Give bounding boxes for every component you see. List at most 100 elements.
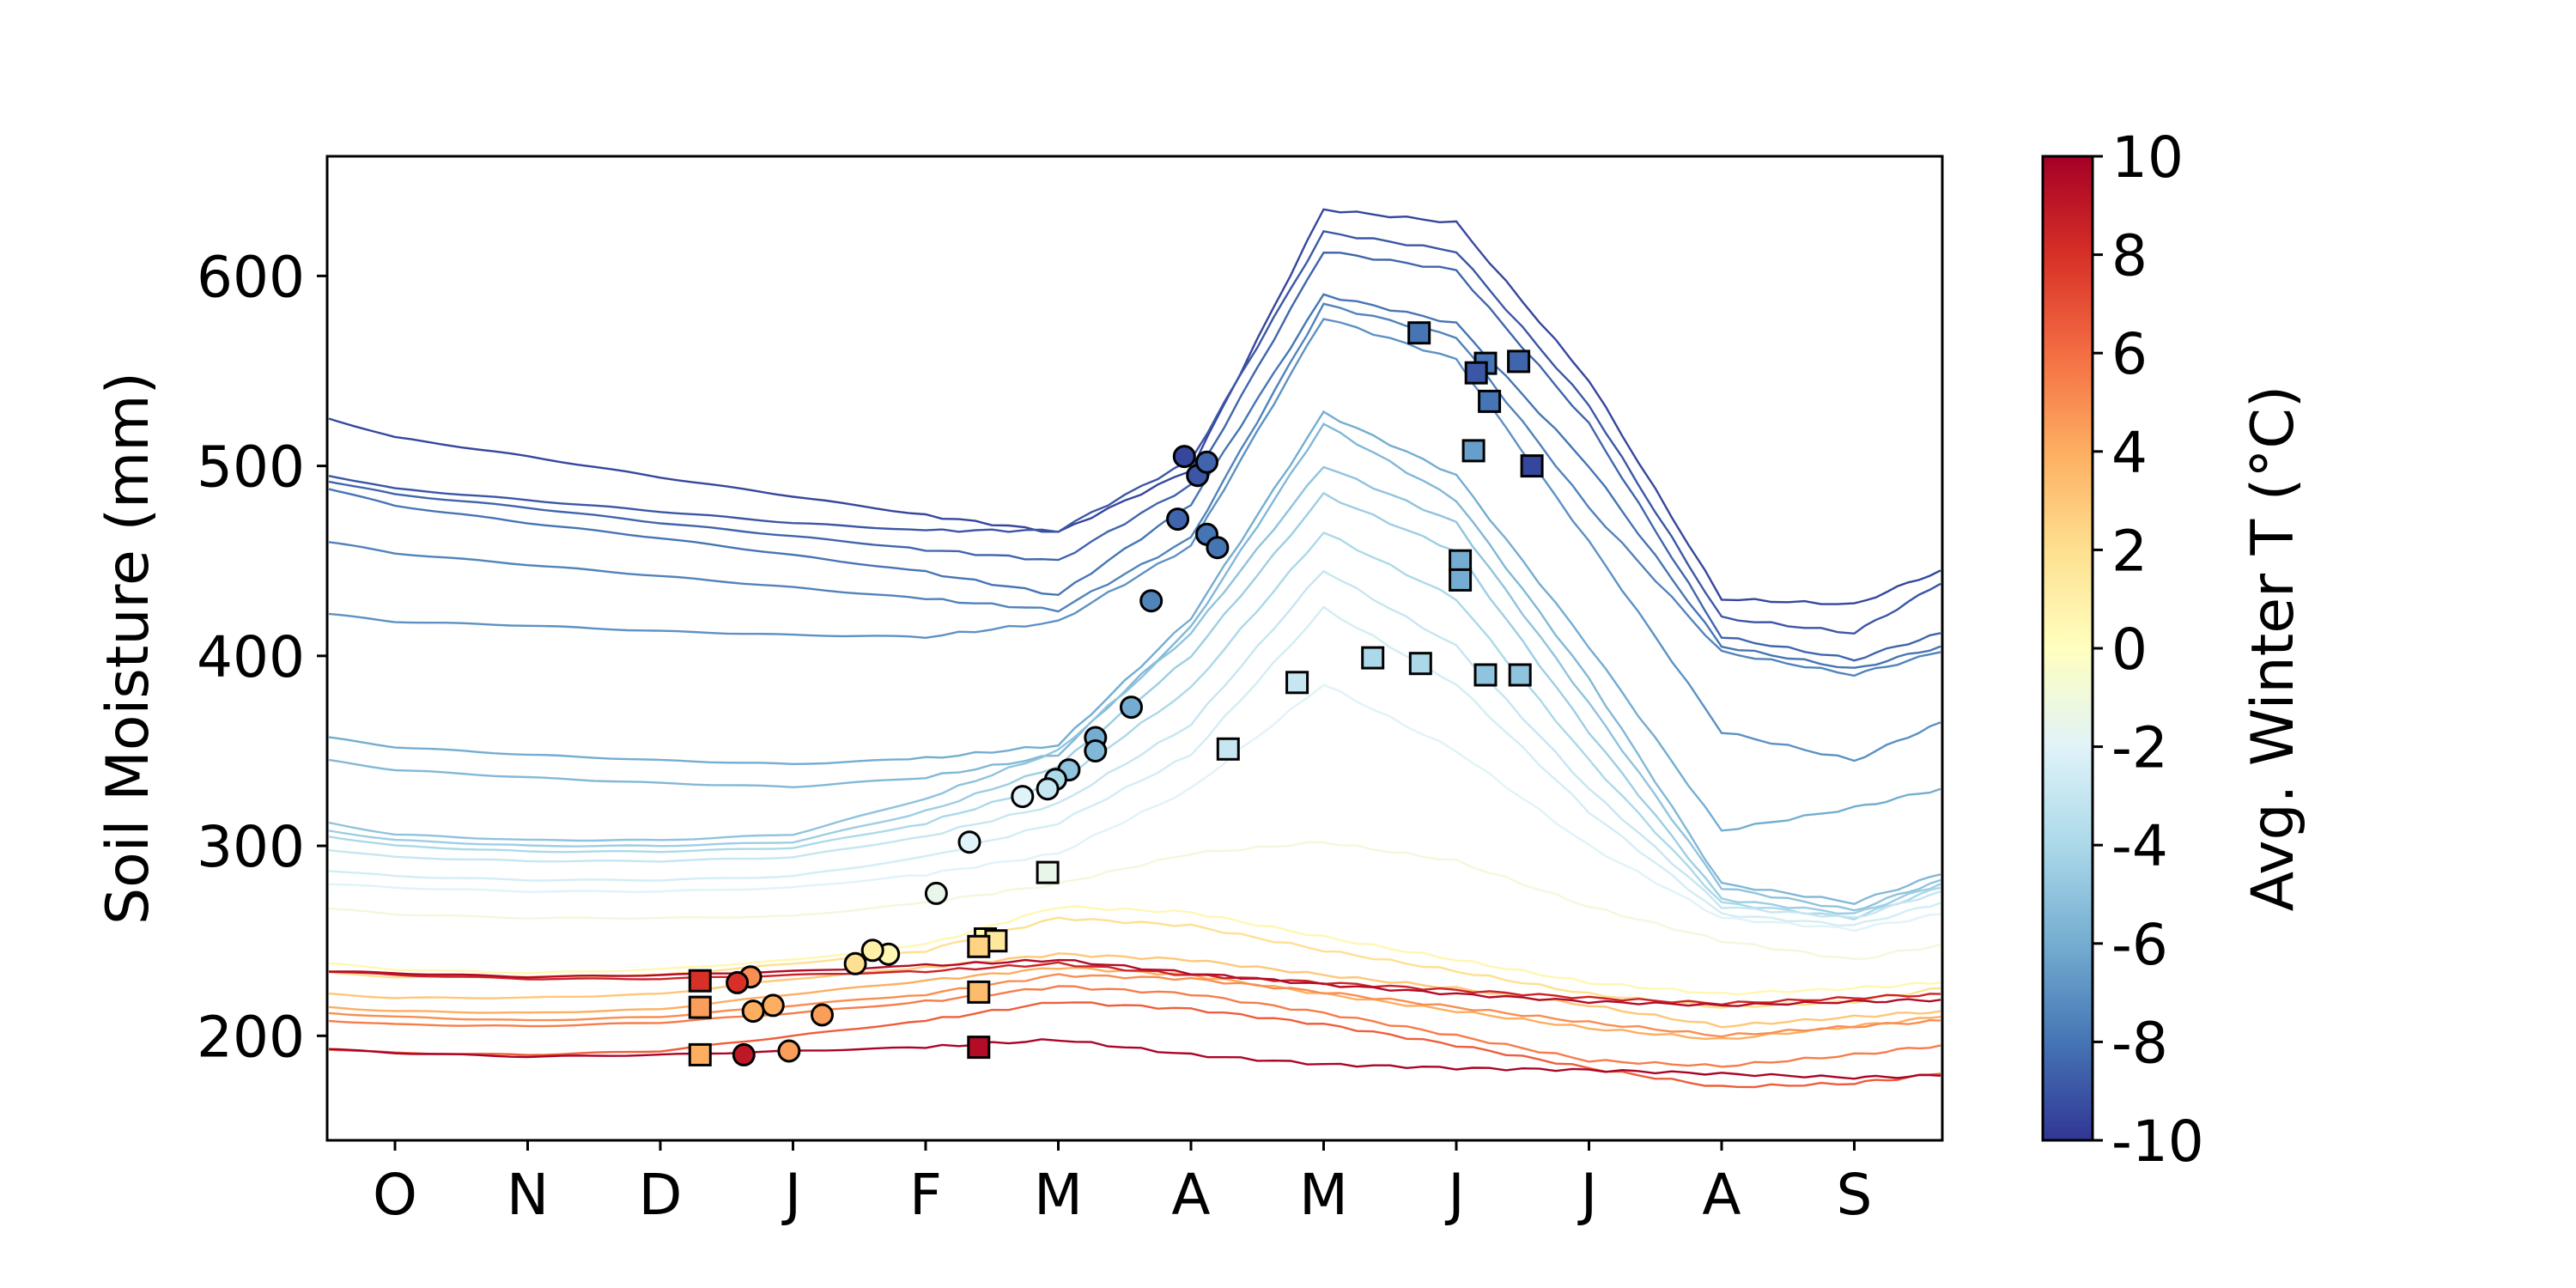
series-line: [328, 410, 1941, 832]
square-marker: [1478, 389, 1502, 413]
square-marker: [967, 980, 991, 1004]
y-axis: 200 300 400 500 600: [197, 244, 327, 1070]
circle-marker: [1139, 589, 1163, 613]
circle-marker: [777, 1039, 801, 1063]
circle-marker: [726, 970, 750, 994]
circle-marker: [843, 951, 867, 975]
square-marker: [1036, 860, 1060, 884]
series-line: [328, 465, 1941, 912]
square-marker: [688, 995, 712, 1019]
x-tick-label: A: [1171, 1162, 1210, 1228]
circle-marker: [957, 830, 981, 854]
series-line: [328, 531, 1941, 920]
square-marker: [688, 969, 712, 993]
x-tick-label: M: [1299, 1162, 1348, 1228]
x-tick-label: O: [373, 1162, 417, 1228]
y-tick-label: 200: [197, 1004, 305, 1070]
x-tick-label: J: [1577, 1162, 1597, 1228]
x-tick-label: F: [909, 1162, 942, 1228]
series-line: [328, 229, 1941, 635]
square-marker: [1408, 652, 1432, 676]
square-marker: [967, 1036, 991, 1060]
colorbar-tick-label: -10: [2111, 1109, 2204, 1175]
square-marker: [967, 934, 991, 958]
circle-marker: [741, 999, 765, 1024]
series-line: [329, 958, 1941, 1007]
colorbar-title: Avg. Winter T (°C): [2239, 386, 2307, 912]
x-tick-label: J: [781, 1162, 801, 1228]
series-line: [328, 841, 1941, 960]
square-marker: [1473, 663, 1498, 687]
colorbar-tick-label: -4: [2111, 813, 2168, 879]
colorbar-tick-label: 4: [2111, 420, 2148, 486]
square-marker: [688, 1042, 712, 1066]
square-marker: [1461, 439, 1485, 463]
plot-area: O N D J F M A M J J A S 200 300 400 500 600 Soil Moistu…: [94, 155, 1944, 1228]
series-line: [328, 605, 1941, 927]
colorbar-gradient-bar: [2041, 155, 2094, 1142]
circle-marker: [1195, 450, 1218, 474]
series-line: [328, 683, 1941, 933]
series-line: [328, 208, 1941, 605]
colorbar-tick-label: 10: [2111, 125, 2184, 191]
square-marker: [1216, 737, 1240, 761]
colorbar-ticks: 10 8 6 4 2 0 -2 -4 -6 -8 -10: [2093, 125, 2204, 1175]
colorbar-tick-label: 2: [2111, 518, 2148, 584]
series-line: [328, 1001, 1941, 1089]
circle-marker: [1166, 507, 1190, 532]
colorbar: 10 8 6 4 2 0 -2 -4 -6 -8 -10 Avg. Winter T (°C): [2041, 125, 2307, 1175]
circle-marker: [1084, 739, 1108, 762]
square-marker: [1464, 361, 1488, 385]
x-tick-label: D: [639, 1162, 683, 1228]
series-line: [328, 952, 1941, 1029]
circle-marker: [1120, 696, 1143, 720]
colorbar-tick-label: 8: [2111, 223, 2148, 289]
series-line: [328, 302, 1941, 677]
series-line: [328, 293, 1941, 669]
series-line: [328, 985, 1941, 1068]
square-marker: [1507, 349, 1531, 374]
square-marker: [1361, 646, 1385, 670]
circle-marker: [1036, 777, 1060, 801]
series-line: [328, 961, 1941, 1006]
circle-marker: [811, 1003, 834, 1027]
series-line: [328, 1038, 1941, 1080]
colorbar-tick-label: -2: [2111, 715, 2168, 781]
plot-frame: [325, 155, 1944, 1142]
circle-marker: [1172, 445, 1196, 469]
series-line: [328, 569, 1941, 919]
y-tick-label: 400: [197, 624, 305, 690]
circle-marker: [1011, 785, 1035, 809]
y-tick-label: 500: [197, 434, 305, 501]
circle-marker: [860, 939, 884, 963]
square-marker: [1285, 671, 1309, 695]
series-line: [328, 318, 1941, 762]
series-line: [328, 905, 1941, 996]
series-line: [328, 973, 1941, 1038]
x-tick-label: M: [1034, 1162, 1083, 1228]
circle-marker: [1206, 536, 1230, 560]
y-tick-label: 300: [197, 814, 305, 880]
circle-marker: [924, 881, 948, 905]
x-tick-label: A: [1702, 1162, 1741, 1228]
x-tick-label: S: [1837, 1162, 1873, 1228]
y-axis-title: Soil Moisture (mm): [94, 372, 162, 925]
series-line: [328, 251, 1941, 662]
x-tick-label: N: [507, 1162, 549, 1228]
circle-marker: [761, 993, 785, 1018]
colorbar-tick-label: 0: [2111, 617, 2148, 683]
square-marker: [1407, 321, 1431, 345]
series-line: [328, 422, 1941, 906]
square-marker: [1449, 568, 1473, 592]
colorbar-tick-label: -6: [2111, 912, 2168, 978]
colorbar-tick-label: 6: [2111, 321, 2148, 387]
series-lines: [328, 208, 1941, 1089]
square-marker: [1508, 663, 1532, 687]
colorbar-tick-label: -8: [2111, 1010, 2168, 1076]
y-tick-label: 600: [197, 244, 305, 310]
square-marker: [1449, 549, 1473, 573]
square-marker: [1520, 454, 1544, 478]
